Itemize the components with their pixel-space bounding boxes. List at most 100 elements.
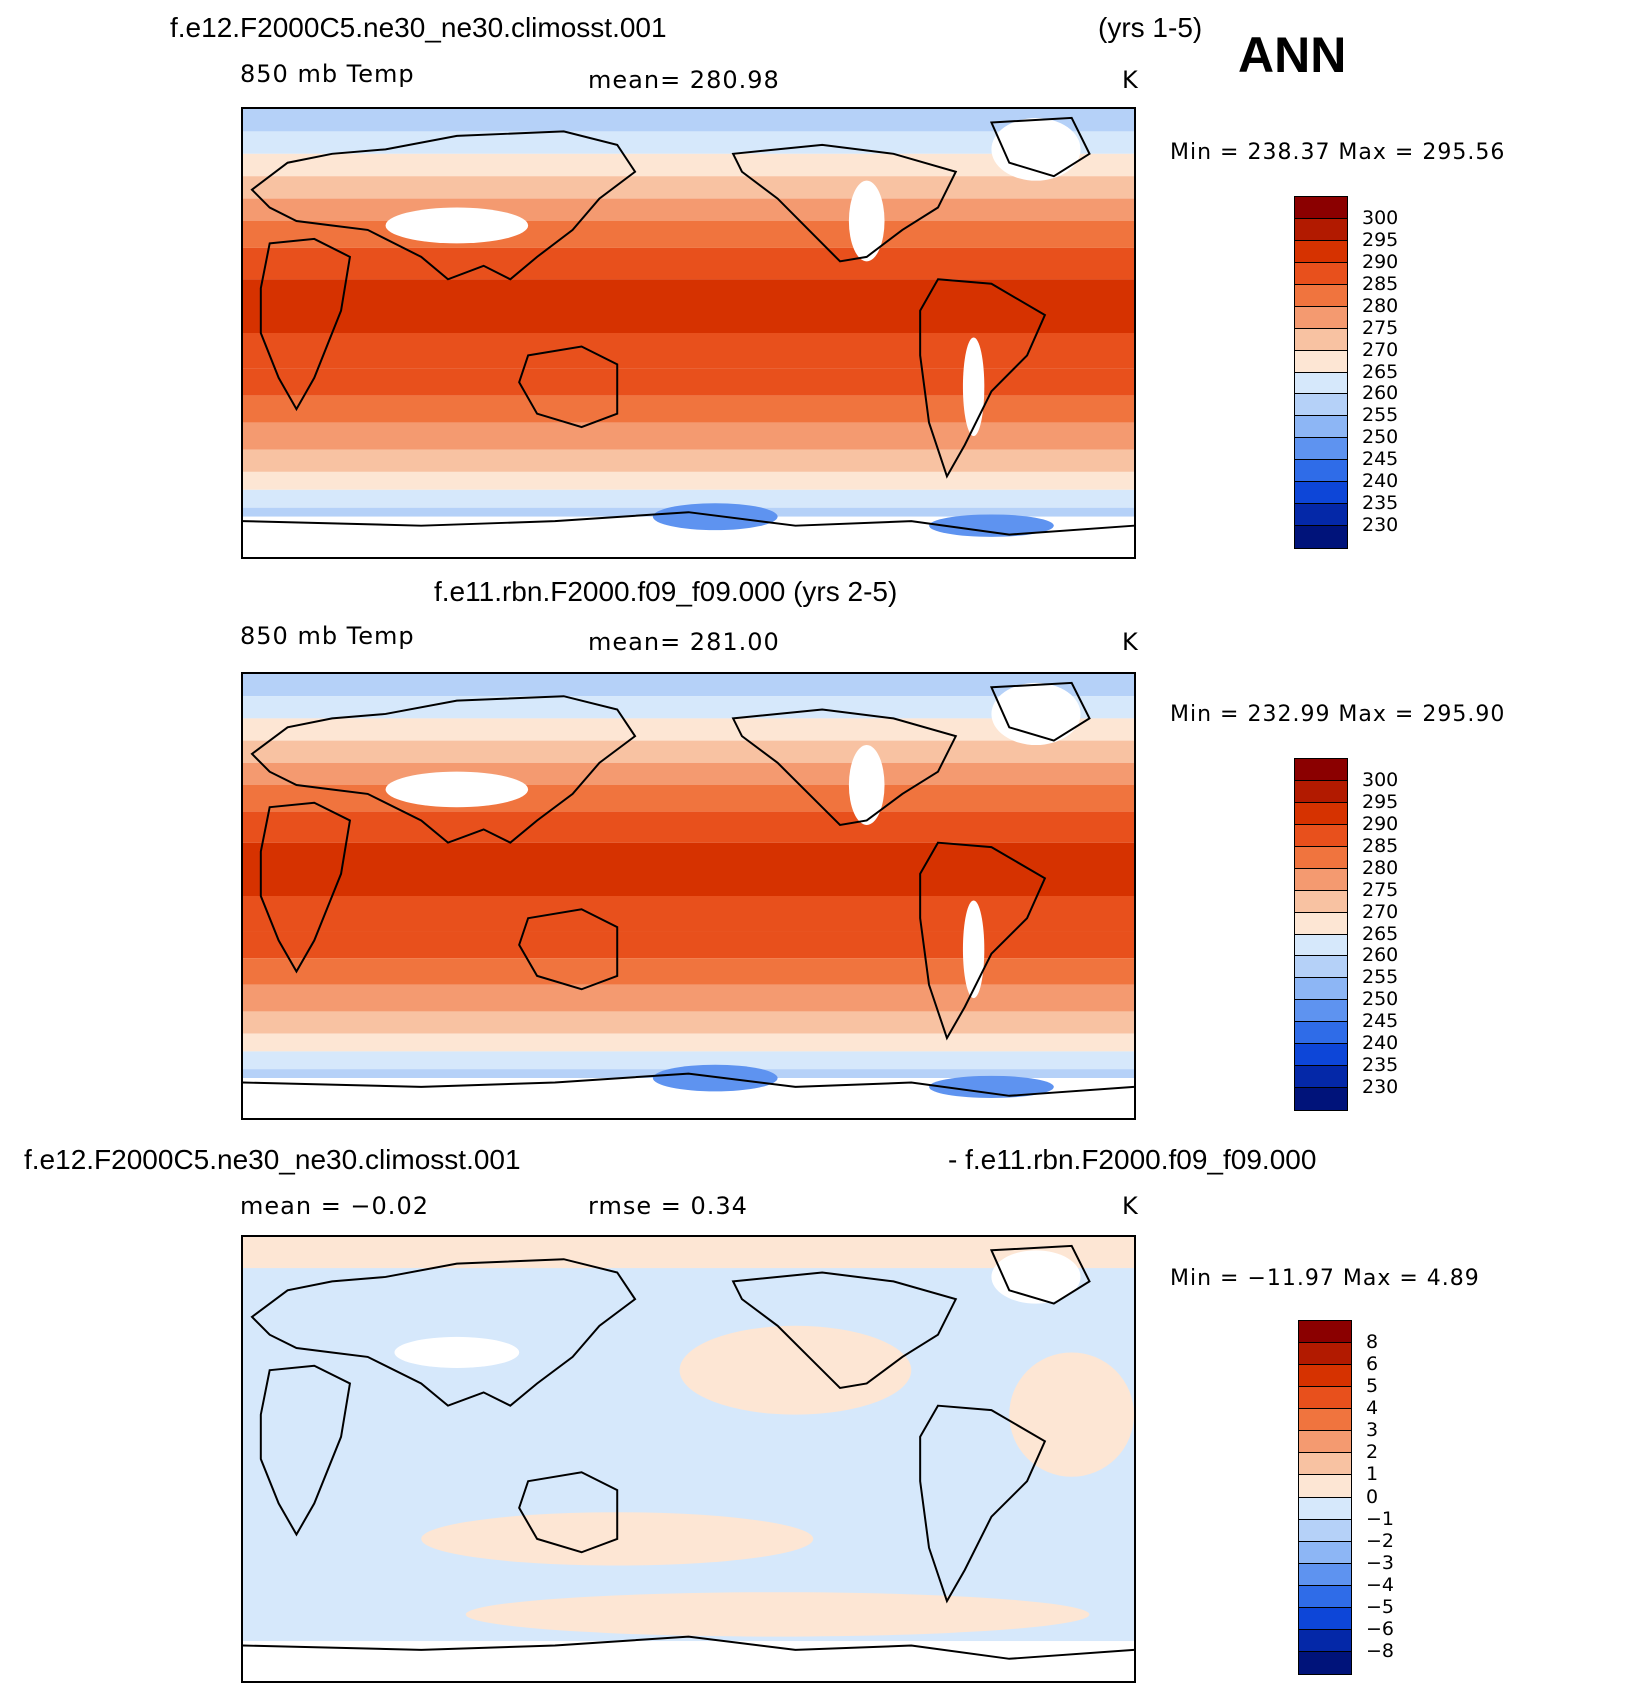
- colorbar-tick-label: 240: [1362, 1032, 1399, 1055]
- coastline: [243, 1072, 1134, 1097]
- case-title-top: f.e12.F2000C5.ne30_ne30.climosst.001: [170, 12, 667, 43]
- panel1-colorbar: [1294, 196, 1348, 549]
- colorbar-swatch: [1295, 526, 1347, 548]
- panel2-minmax: Min = 232.99 Max = 295.90: [1170, 702, 1506, 727]
- colorbar-swatch: [1295, 438, 1347, 461]
- panel3-minmax: Min = −11.97 Max = 4.89: [1170, 1266, 1480, 1291]
- greenland-mask: [991, 1250, 1081, 1304]
- colorbar-tick-label: 235: [1362, 1054, 1399, 1077]
- colorbar-tick-label: 3: [1366, 1419, 1379, 1442]
- colorbar-swatch: [1299, 1343, 1351, 1366]
- colorbar-swatch: [1295, 306, 1347, 329]
- warm-anomaly-patch: [679, 1325, 912, 1415]
- colorbar-swatch: [1295, 350, 1347, 373]
- map-color-band: [243, 198, 1134, 221]
- colorbar-swatch: [1295, 504, 1347, 527]
- panel1-units-label: K: [1122, 66, 1139, 94]
- colorbar-swatch: [1295, 328, 1347, 351]
- map-color-band: [243, 247, 1134, 280]
- map-color-band: [243, 896, 1134, 932]
- coastline: [259, 1364, 352, 1537]
- colorbar-swatch: [1295, 956, 1347, 979]
- colorbar-swatch: [1295, 197, 1347, 219]
- colorbar-swatch: [1299, 1651, 1351, 1674]
- colorbar-tick-label: 250: [1362, 426, 1399, 449]
- colorbar-tick-label: −5: [1366, 1595, 1395, 1618]
- colorbar-tick-label: 285: [1362, 834, 1399, 857]
- colorbar-tick-label: 245: [1362, 1010, 1399, 1033]
- colorbar-swatch: [1295, 780, 1347, 803]
- colorbar-swatch: [1299, 1519, 1351, 1542]
- antarctic-cold-patch: [929, 514, 1054, 537]
- map-color-band: [243, 279, 1134, 333]
- coastline: [731, 1271, 958, 1390]
- map-color-band: [243, 1033, 1134, 1052]
- case-title-mid: f.e11.rbn.F2000.f09_f09.000 (yrs 2-5): [434, 576, 898, 607]
- colorbar-tick-label: 300: [1362, 206, 1399, 229]
- colorbar-swatch: [1299, 1321, 1351, 1344]
- rockies-mask: [848, 180, 885, 262]
- coastline: [989, 1244, 1091, 1305]
- colorbar-tick-label: 5: [1366, 1375, 1379, 1398]
- colorbar-swatch: [1295, 240, 1347, 263]
- map-color-band: [243, 109, 1134, 132]
- panel2-mean-label: mean= 281.00: [588, 628, 780, 656]
- colorbar-tick-label: 1: [1366, 1463, 1379, 1486]
- map-color-band: [243, 471, 1134, 490]
- colorbar-swatch: [1295, 978, 1347, 1001]
- andes-mask: [962, 900, 985, 999]
- colorbar-tick-label: 240: [1362, 470, 1399, 493]
- colorbar-tick-label: 2: [1366, 1441, 1379, 1464]
- panel1-map: [241, 107, 1136, 559]
- colorbar-swatch: [1295, 1022, 1347, 1045]
- colorbar-swatch: [1295, 416, 1347, 439]
- colorbar-swatch: [1295, 868, 1347, 891]
- map-color-band: [243, 449, 1134, 472]
- coastline: [518, 1471, 619, 1554]
- colorbar-swatch: [1295, 1044, 1347, 1067]
- map-color-band: [243, 958, 1134, 985]
- panel2-colorbar: [1294, 758, 1348, 1111]
- colorbar-tick-label: 235: [1362, 492, 1399, 515]
- colorbar-swatch: [1295, 1066, 1347, 1089]
- coastline: [731, 708, 958, 827]
- colorbar-swatch: [1295, 262, 1347, 285]
- warm-anomaly-patch: [1009, 1352, 1134, 1477]
- colorbar-tick-label: 260: [1362, 944, 1399, 967]
- colorbar-tick-label: 8: [1366, 1331, 1379, 1354]
- map-color-band: [243, 740, 1134, 763]
- andes-mask: [962, 337, 985, 437]
- colorbar-tick-label: 255: [1362, 966, 1399, 989]
- coastline: [989, 681, 1091, 742]
- coastline: [919, 841, 1047, 1041]
- colorbar-tick-label: 255: [1362, 404, 1399, 427]
- antarctica-mask: [243, 1641, 1134, 1681]
- colorbar-tick-label: 265: [1362, 922, 1399, 945]
- colorbar-tick-label: −4: [1366, 1573, 1395, 1596]
- colorbar-tick-label: 260: [1362, 382, 1399, 405]
- colorbar-swatch: [1299, 1563, 1351, 1586]
- colorbar-swatch: [1299, 1585, 1351, 1608]
- colorbar-tick-label: −3: [1366, 1551, 1395, 1574]
- map-color-band: [243, 489, 1134, 508]
- colorbar-tick-label: 0: [1366, 1485, 1379, 1508]
- map-color-band: [243, 674, 1134, 697]
- panel1-minmax: Min = 238.37 Max = 295.56: [1170, 140, 1506, 165]
- map-color-band: [243, 984, 1134, 1012]
- coastline: [989, 116, 1091, 178]
- case-title-diff-b: - f.e11.rbn.F2000.f09_f09.000: [948, 1144, 1317, 1175]
- colorbar-swatch: [1295, 482, 1347, 505]
- colorbar-swatch: [1295, 846, 1347, 869]
- case-title-diff-a: f.e12.F2000C5.ne30_ne30.climosst.001: [24, 1144, 521, 1175]
- map-color-band: [243, 395, 1134, 423]
- colorbar-tick-label: 265: [1362, 360, 1399, 383]
- coastline: [259, 801, 352, 974]
- antarctic-cold-patch: [652, 1064, 778, 1092]
- colorbar-tick-label: 290: [1362, 812, 1399, 835]
- colorbar-swatch: [1299, 1629, 1351, 1652]
- season-label: ANN: [1238, 27, 1347, 83]
- tibet-mask: [385, 771, 529, 808]
- map-layer: [243, 1237, 1134, 1681]
- colorbar-swatch: [1299, 1431, 1351, 1454]
- colorbar-tick-label: 270: [1362, 338, 1399, 361]
